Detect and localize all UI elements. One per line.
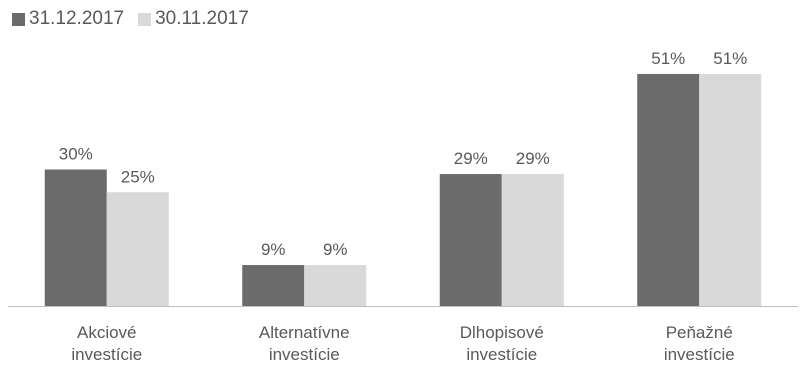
bar-1-2 (242, 265, 305, 306)
category-label-1-line-2: investície (71, 345, 142, 364)
bar-1-3 (439, 174, 502, 306)
data-label-1-1: 30% (59, 145, 93, 164)
data-label-1-3: 29% (454, 149, 488, 168)
data-label-2-1: 25% (121, 167, 155, 186)
category-label-1-line-1: Akciové (77, 323, 137, 342)
legend-item-series-1: 31.12.2017 (12, 8, 124, 30)
data-label-1-4: 51% (651, 49, 685, 68)
bar-2-1 (106, 192, 169, 306)
legend-label-series-2: 30.11.2017 (155, 8, 249, 29)
legend: 31.12.2017 30.11.2017 (12, 8, 249, 30)
legend-swatch-series-2 (138, 12, 152, 26)
category-label-4-line-2: investície (664, 345, 735, 364)
bar-2-4 (699, 73, 762, 306)
category-label-4-line-1: Peňažné (666, 323, 733, 342)
category-label-2-line-1: Alternatívne (259, 323, 350, 342)
bar-2-2 (304, 265, 367, 306)
data-label-2-2: 9% (323, 240, 348, 259)
data-label-1-2: 9% (261, 240, 286, 259)
legend-swatch-series-1 (12, 12, 25, 26)
bar-1-4 (637, 73, 700, 306)
data-label-2-3: 29% (516, 149, 550, 168)
category-label-2-line-2: investície (269, 345, 340, 364)
category-label-3-line-2: investície (466, 345, 537, 364)
bar-1-1 (44, 169, 107, 306)
bar-2-3 (501, 174, 564, 306)
legend-item-series-2: 30.11.2017 (138, 8, 249, 30)
data-label-2-4: 51% (713, 49, 747, 68)
legend-label-series-1: 31.12.2017 (29, 8, 125, 29)
category-label-3-line-1: Dlhopisové (460, 323, 544, 342)
